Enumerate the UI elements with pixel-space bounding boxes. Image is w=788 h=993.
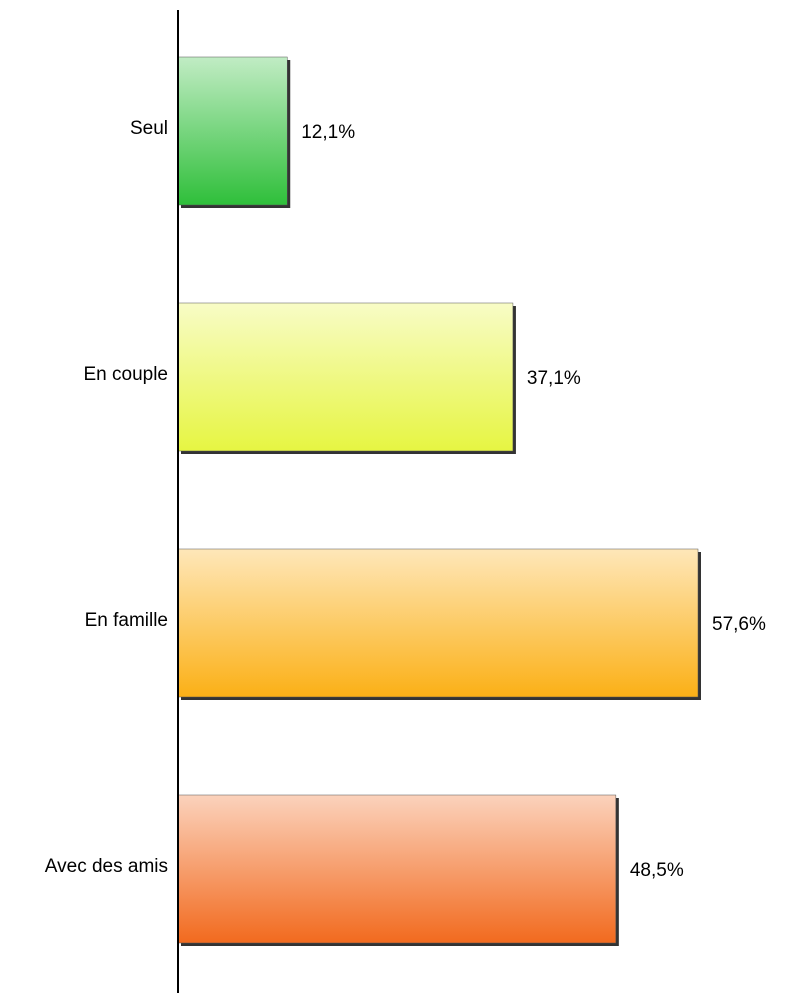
value-label: 12,1% (301, 122, 355, 143)
value-label: 37,1% (527, 368, 581, 389)
category-label: Seul (130, 118, 168, 139)
bar (177, 302, 514, 452)
category-label: En couple (83, 364, 168, 385)
bar (177, 548, 699, 698)
bar (177, 56, 288, 206)
value-label: 57,6% (712, 614, 766, 635)
value-label: 48,5% (630, 860, 684, 881)
bar (177, 794, 617, 944)
category-label: Avec des amis (45, 856, 168, 877)
category-label: En famille (85, 610, 168, 631)
